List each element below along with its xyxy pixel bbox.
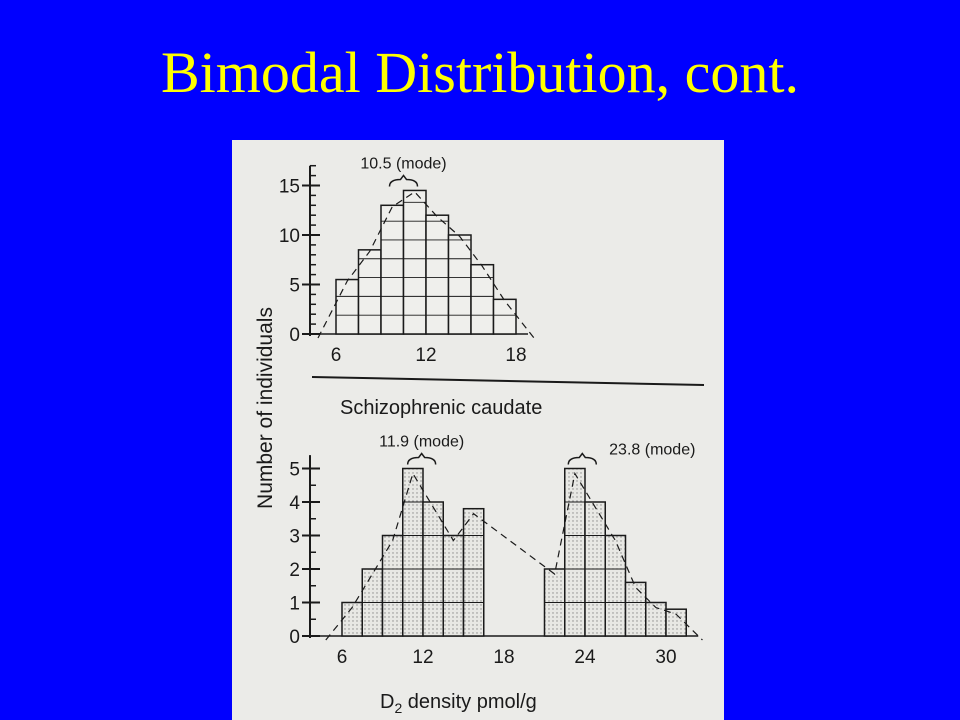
histogram-bar [462,507,485,637]
y-tick-label: 10 [279,226,300,247]
histogram-bar [402,467,424,637]
y-tick-label: 3 [289,527,300,548]
y-tick-label: 0 [289,325,300,346]
y-axis-label: Number of individuals [254,307,277,509]
histogram-bar [335,278,360,335]
histogram-bar [425,214,450,335]
x-tick-label: 12 [412,647,433,668]
x-tick-label: 18 [493,647,514,668]
histogram-bar [447,234,472,335]
section-label: Schizophrenic caudate [340,397,542,419]
mode-brace [567,452,598,465]
mode-annotation-label: 11.9 (mode) [379,434,464,451]
x-tick-label: 24 [574,647,596,668]
x-axis-label: D2 density pmol/g [380,691,537,716]
histogram-bar [402,189,427,335]
top-histogram-panel: 0 5 10 15 6 12 18 10.5 (mode) [279,155,535,366]
histogram-figure-svg: Number of individuals Schizophrenic caud… [254,155,705,716]
histogram-bar [604,534,627,637]
histogram-bar [564,467,586,637]
fitted-curve [317,191,535,339]
mode-annotation-label: 23.8 (mode) [609,442,695,459]
slide-title: Bimodal Distribution, cont. [161,40,799,105]
x-tick-label: 18 [505,345,526,366]
histogram-bar [381,534,404,637]
y-tick-label: 0 [289,627,300,648]
x-tick-label: 6 [331,345,342,366]
x-tick-label: 30 [655,647,676,668]
x-axis-label-suffix: density pmol/g [402,691,537,713]
x-tick-label: 12 [415,345,436,366]
histogram-figure: Number of individuals Schizophrenic caud… [232,140,724,720]
histogram-bar [470,263,495,335]
histogram-bar [492,298,517,335]
fitted-curve [325,471,703,641]
histogram-bar [442,534,465,637]
y-tick-label: 5 [289,460,300,481]
y-tick-label: 2 [289,560,300,581]
histogram-bar [665,608,687,637]
schizophrenic-histogram-panel: 0123456121824303611.9 (mode)23.8 (mode) [289,434,703,668]
histogram-bar [624,581,647,637]
panel-divider [311,376,705,386]
x-axis-label-prefix: D [380,691,394,713]
mode-brace [406,452,437,465]
mode-brace [388,174,419,187]
y-tick-label: 1 [289,594,300,615]
y-tick-label: 5 [289,276,300,297]
y-tick-label: 15 [279,177,300,198]
histogram-bar [380,204,405,335]
x-tick-label: 6 [337,647,348,668]
x-axis-label-subscript: 2 [394,700,402,716]
mode-annotation-label: 10.5 (mode) [360,155,446,172]
y-tick-label: 4 [289,493,300,514]
